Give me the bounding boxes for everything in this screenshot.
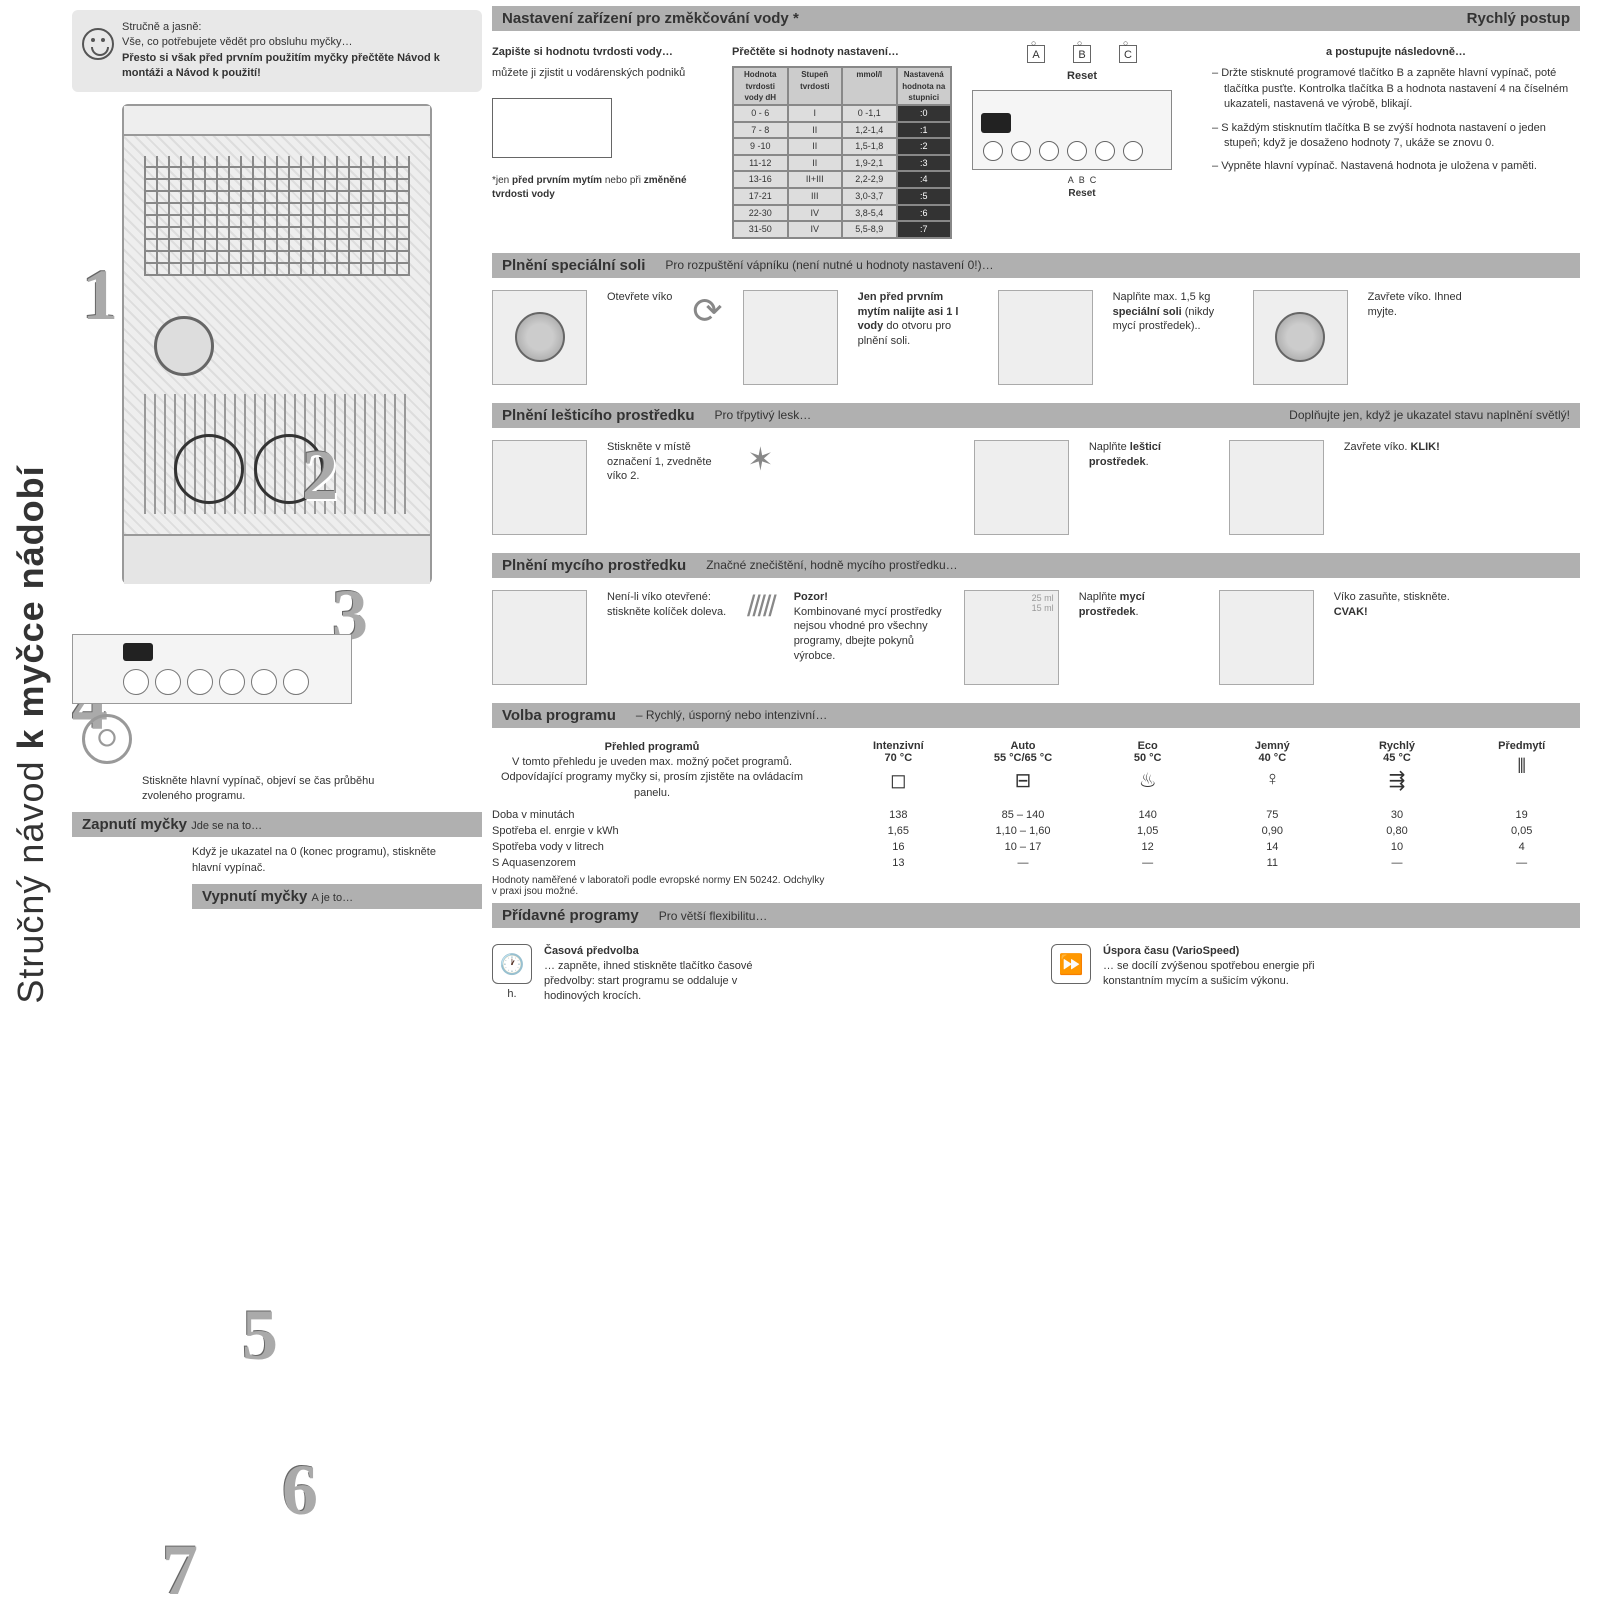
left-column: Stručně a jasně: Vše, co potřebujete věd… xyxy=(62,0,492,1024)
rinse-step-3-img xyxy=(1229,440,1324,535)
lines-icon: ///// xyxy=(747,590,774,624)
section-6-bar: Zapnutí myčky Jde se na to… xyxy=(72,812,482,837)
section-2-bar: Plnění lešticího prostředkuPro třpytivý … xyxy=(492,403,1580,428)
salt-step-1-txt: Otevřete víko xyxy=(607,290,672,305)
section-5-bar: Přídavné programyPro větší flexibilitu… xyxy=(492,903,1580,928)
top-section-bar: Nastavení zařízení pro změkčování vody *… xyxy=(492,6,1580,31)
salt-step-3-img xyxy=(998,290,1093,385)
det-step-1-img xyxy=(492,590,587,685)
sparkle-icon: ✶ xyxy=(747,440,774,478)
det-step-3-img xyxy=(1219,590,1314,685)
smiley-icon xyxy=(82,28,114,60)
step-number-2: 2 xyxy=(302,434,338,517)
salt-step-4-txt: Zavřete víko. Ihned myjte. xyxy=(1368,290,1488,320)
control-note: Stiskněte hlavní vypínač, objeví se čas … xyxy=(142,774,422,805)
vertical-title: Stručný návod k myčce nádobí xyxy=(0,0,62,1024)
speed-icon: ⏩ xyxy=(1051,944,1091,984)
rinse-step-3-txt: Zavřete víko. KLIK! xyxy=(1344,440,1440,455)
salt-step-2-txt: Jen před prvním mytím nalijte asi 1 l vo… xyxy=(858,290,978,349)
det-warning: Pozor!Kombinované mycí prostředky nejsou… xyxy=(794,590,944,664)
swirl-icon: ⟳ xyxy=(692,290,722,332)
rinse-step-2-img xyxy=(974,440,1069,535)
dishwasher-illustration xyxy=(122,104,432,584)
intro-box: Stručně a jasně: Vše, co potřebujete věd… xyxy=(72,10,482,92)
section-7-bar: Vypnutí myčky A je to… xyxy=(192,884,482,909)
step-number-5: 5 xyxy=(242,1294,278,1377)
right-column: Nastavení zařízení pro změkčování vody *… xyxy=(492,0,1600,1024)
section-4-bar: Volba programu– Rychlý, úsporný nebo int… xyxy=(492,703,1580,728)
step-number-7: 7 xyxy=(162,1529,198,1612)
step-number-1: 1 xyxy=(82,254,118,337)
rinse-step-2-txt: Naplňte lešticí prostředek. xyxy=(1089,440,1209,470)
hardness-col2: Přečtěte si hodnoty nastavení… Hodnota t… xyxy=(732,45,952,239)
program-table: Přehled programů V tomto přehledu je uve… xyxy=(492,734,1580,898)
det-step-2-img: 25 ml15 ml xyxy=(964,590,1059,685)
hardness-col1: Zapište si hodnotu tvrdosti vody… můžete… xyxy=(492,45,712,239)
rinse-step-1-img xyxy=(492,440,587,535)
control-panel-illustration xyxy=(72,634,352,704)
power-button-icon: ⭘ xyxy=(82,714,132,764)
panel-illustration xyxy=(972,90,1172,170)
salt-step-4-img xyxy=(1253,290,1348,385)
hardness-col3: ABC Reset A B C Reset xyxy=(972,45,1192,239)
hardness-table: Hodnota tvrdosti vody dHStupeň tvrdostim… xyxy=(732,66,952,238)
off-note: Když je ukazatel na 0 (konec programu), … xyxy=(192,845,452,876)
addon-timer: 🕐 h. Časová předvolba… zapněte, ihned st… xyxy=(492,944,1021,1003)
hardness-col4: a postupujte následovně… Držte stisknuté… xyxy=(1212,45,1580,239)
step-number-6: 6 xyxy=(282,1449,318,1532)
det-step-1-txt: Není-li víko otevřené: stiskněte kolíček… xyxy=(607,590,727,620)
salt-step-2-img xyxy=(743,290,838,385)
rinse-step-1-txt: Stiskněte v místě označení 1, zvedněte v… xyxy=(607,440,727,485)
det-step-2-txt: Naplňte mycí prostředek. xyxy=(1079,590,1199,620)
clock-icon: 🕐 xyxy=(492,944,532,984)
salt-step-3-txt: Naplňte max. 1,5 kg speciální soli (nikd… xyxy=(1113,290,1233,335)
salt-step-1-img xyxy=(492,290,587,385)
det-step-3-txt: Víko zasuňte, stiskněte. CVAK! xyxy=(1334,590,1454,620)
addon-variospeed: ⏩ Úspora času (VarioSpeed)… se docílí zv… xyxy=(1051,944,1580,1003)
section-3-bar: Plnění mycího prostředkuZnačné znečištěn… xyxy=(492,553,1580,578)
section-1-bar: Plnění speciální soliPro rozpuštění vápn… xyxy=(492,253,1580,278)
